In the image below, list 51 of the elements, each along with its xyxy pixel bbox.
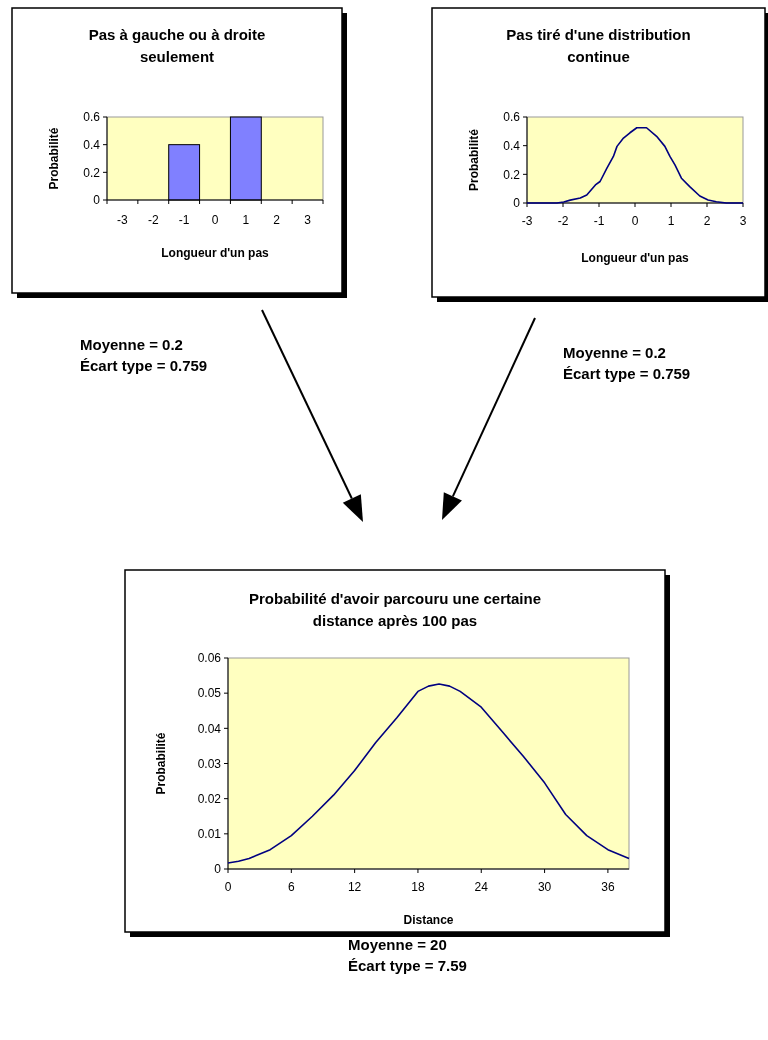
x-tick-label: 30 bbox=[537, 880, 552, 894]
x-tick-label: 18 bbox=[411, 880, 425, 894]
y-tick-label: 0.02 bbox=[197, 791, 222, 806]
x-tick-label: 3 bbox=[739, 214, 747, 228]
x-tick-label: 2 bbox=[703, 214, 711, 228]
y-tick-label: 0.2 bbox=[503, 167, 521, 182]
x-tick-label: -1 bbox=[593, 214, 605, 228]
x-tick-label: 0 bbox=[631, 214, 639, 228]
y-tick-label: 0.06 bbox=[197, 651, 222, 666]
y-tick-label: 0 bbox=[513, 196, 521, 211]
y-tick-label: 0.05 bbox=[197, 686, 222, 701]
text: Moyenne = 0.2 bbox=[563, 344, 666, 361]
y-tick-label: 0.6 bbox=[503, 110, 521, 125]
x-axis-title: Distance bbox=[403, 913, 454, 927]
x-tick-label: -1 bbox=[178, 213, 190, 227]
x-tick-label: 2 bbox=[273, 213, 281, 227]
x-axis-title: Longueur d'un pas bbox=[581, 251, 690, 265]
x-tick-label: 6 bbox=[287, 880, 295, 894]
y-tick-label: 0.4 bbox=[503, 138, 521, 153]
chart-title: Pas à gauche ou à droite seulement bbox=[88, 26, 266, 65]
y-tick-label: 0.4 bbox=[83, 137, 101, 152]
x-tick-label: 12 bbox=[347, 880, 362, 894]
x-tick-label: 36 bbox=[601, 880, 615, 894]
y-tick-label: 0 bbox=[214, 862, 222, 877]
y-tick-label: 0.6 bbox=[83, 110, 101, 125]
x-tick-label: 1 bbox=[242, 213, 250, 227]
x-tick-label: -3 bbox=[521, 214, 533, 228]
line-series bbox=[227, 683, 630, 864]
chart-title: Probabilité d'avoir parcouru une certaine distance après 100 pas bbox=[249, 590, 541, 629]
x-tick-label: 1 bbox=[667, 214, 675, 228]
text: Écart type = 0.759 bbox=[80, 357, 208, 374]
y-tick-label: 0.2 bbox=[83, 165, 101, 180]
y-tick-label: 0.04 bbox=[197, 721, 222, 736]
text: Écart type = 0.759 bbox=[563, 365, 691, 382]
y-tick-label: 0.01 bbox=[197, 827, 222, 842]
x-tick-label: 0 bbox=[224, 880, 232, 894]
chart-title: Pas tiré d'une distribution continue bbox=[506, 26, 691, 65]
x-tick-label: -2 bbox=[147, 213, 159, 227]
x-tick-label: -3 bbox=[117, 213, 129, 227]
y-axis-title: Probabilité bbox=[467, 128, 481, 192]
x-axis-title: Longueur d'un pas bbox=[161, 246, 270, 260]
text: Moyenne = 20 bbox=[348, 936, 447, 953]
y-tick-label: 0.03 bbox=[197, 756, 222, 771]
y-tick-label: 0 bbox=[93, 193, 101, 208]
x-tick-label: -2 bbox=[557, 214, 569, 228]
text: Écart type = 7.59 bbox=[348, 957, 467, 974]
x-tick-label: 3 bbox=[304, 213, 312, 227]
y-axis-title: Probabilité bbox=[154, 732, 168, 795]
x-tick-label: 24 bbox=[474, 880, 489, 894]
y-axis-title: Probabilité bbox=[47, 127, 61, 190]
text: Moyenne = 0.2 bbox=[80, 336, 183, 353]
